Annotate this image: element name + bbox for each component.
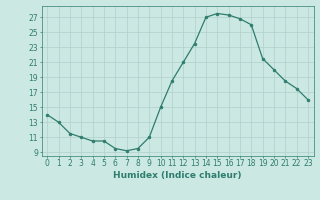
X-axis label: Humidex (Indice chaleur): Humidex (Indice chaleur): [113, 171, 242, 180]
